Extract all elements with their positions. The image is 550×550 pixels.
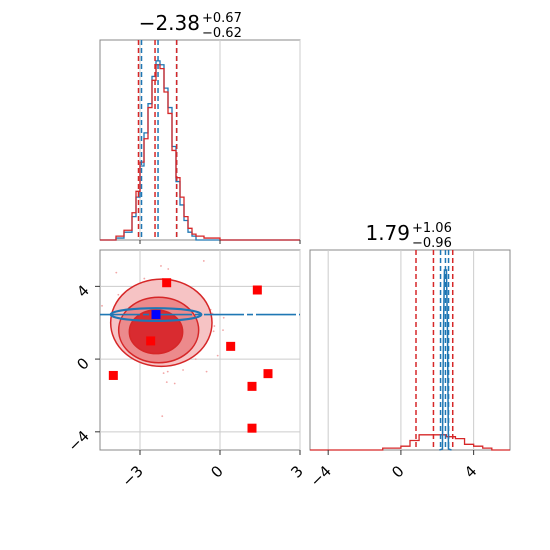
panel-3-x-tick-label: 0 xyxy=(207,462,226,481)
panel-3-scatter-dot xyxy=(222,316,225,319)
panel-4-histogram-red xyxy=(310,434,510,451)
panel-3-scatter-dot xyxy=(212,330,215,333)
panel-3-scatter-dot xyxy=(173,382,176,385)
panel-3-square-markers xyxy=(108,278,273,433)
panel-3-blue-square xyxy=(151,310,161,320)
panel-3-scatter-dot xyxy=(205,370,208,373)
panel-1-ticks xyxy=(139,240,301,244)
panel-3-scatter-dot xyxy=(165,381,168,383)
panel-1-quantile-lines xyxy=(137,40,178,240)
panel-4-x-tick-label: −4 xyxy=(307,462,335,490)
panel-4-x-tick-label: 0 xyxy=(388,462,407,481)
panel-3-scatter-dot xyxy=(167,268,170,270)
panel-3-scatter-dot xyxy=(194,358,197,361)
panel-3-y-tick-label: 4 xyxy=(73,281,92,300)
panel-1-histogram-series-2 xyxy=(100,64,300,241)
panel-3-scatter-dot xyxy=(161,415,164,418)
panel-4-frame xyxy=(309,249,511,451)
panel-3-scatter-dot xyxy=(222,329,224,332)
title-param-1: −2.38 +0.67 −0.62 xyxy=(139,11,242,41)
title-2-main: 1.79 xyxy=(365,221,410,245)
panel-4-quantile-lines xyxy=(415,250,454,450)
panel-3-x-tick-label: 3 xyxy=(287,462,306,481)
panel-3-scatter-dot xyxy=(101,304,103,307)
title-2-sup: +1.06 xyxy=(412,221,452,236)
panel-3-red-square xyxy=(252,285,262,295)
panel-3-scatter-dot xyxy=(143,277,146,280)
panel-3-scatter-dot xyxy=(216,354,219,357)
panel-3-contours xyxy=(100,278,300,368)
panel-4-x-tick-label: 4 xyxy=(461,462,480,481)
marginal-panel-param-1 xyxy=(99,39,301,244)
panel-3-y-tick-label: −4 xyxy=(64,427,92,455)
title-2-sub: −0.96 xyxy=(412,236,452,251)
title-param-2: 1.79 +1.06 −0.96 xyxy=(365,221,451,251)
panel-1-grid xyxy=(139,40,301,240)
panel-3-scatter-dot xyxy=(182,369,184,371)
panel-3-red-square xyxy=(263,369,273,379)
title-1-sup: +0.67 xyxy=(202,11,242,26)
panel-3-scatter-dot xyxy=(115,271,118,274)
panel-3-scatter-dot xyxy=(117,293,120,296)
panel-4-grid xyxy=(327,250,475,450)
marginal-panel-param-2: −4 0 4 xyxy=(307,249,511,490)
panel-3-red-square xyxy=(247,423,257,433)
panel-3-red-square xyxy=(226,341,236,351)
panel-3-red-square xyxy=(247,381,257,391)
panel-3-scatter-dot xyxy=(166,370,169,373)
title-1-sub: −0.62 xyxy=(202,26,242,41)
panel-3-red-square xyxy=(146,336,156,346)
panel-1-frame xyxy=(99,39,301,241)
joint-panel: −3 0 3 −4 0 4 xyxy=(64,249,307,490)
panel-3-scatter-dot xyxy=(213,325,216,327)
panel-3-red-square xyxy=(162,278,172,288)
panel-3-x-tick-label: −3 xyxy=(118,462,146,490)
panel-1-histograms xyxy=(100,60,300,241)
panel-3-red-square xyxy=(108,370,118,380)
panel-3-scatter-dot xyxy=(162,372,165,375)
panel-3-y-tick-label: 0 xyxy=(73,354,92,373)
panel-4-ticks: −4 0 4 xyxy=(307,450,480,490)
panel-3-scatter-dot xyxy=(160,265,162,267)
panel-3-scatter-dot xyxy=(202,260,205,262)
title-1-main: −2.38 xyxy=(139,11,200,35)
